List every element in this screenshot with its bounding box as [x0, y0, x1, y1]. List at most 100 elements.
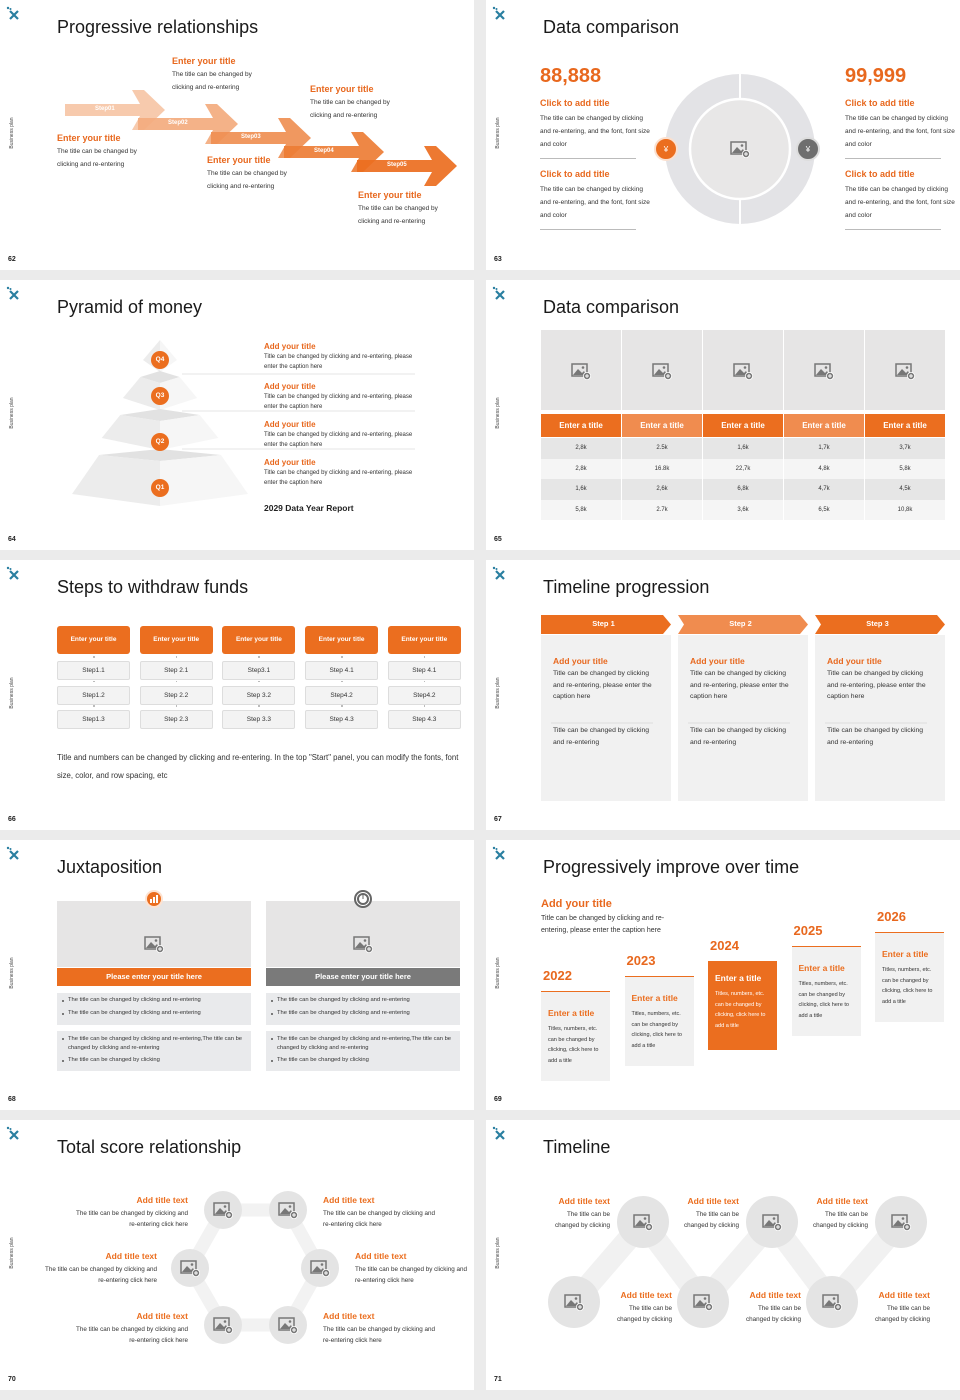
image-placeholder-icon[interactable] — [213, 1315, 233, 1335]
page-number: 70 — [8, 1376, 16, 1383]
column-title[interactable]: Enter your title — [222, 626, 296, 654]
step-card — [541, 635, 671, 801]
column-title[interactable]: Enter your title — [305, 626, 379, 654]
item-title: Click to add title — [845, 98, 915, 108]
image-placeholder-icon[interactable] — [353, 934, 373, 954]
year-card[interactable]: Enter a title Titles, numbers, etc. can b… — [624, 976, 694, 1066]
image-placeholder-icon[interactable] — [762, 1212, 782, 1232]
step-box[interactable]: Step 2.3 — [139, 710, 213, 730]
step-box[interactable]: Step1.1 — [57, 661, 130, 680]
table-header[interactable]: Enter a title — [865, 414, 945, 437]
item-title: Add title text — [816, 1196, 868, 1206]
connector-dot — [175, 656, 178, 658]
step-box[interactable]: Step 4.1 — [387, 661, 461, 680]
table-header[interactable]: Enter a title — [541, 414, 621, 437]
table-cell: 22,7k — [703, 458, 783, 479]
year-card[interactable]: Enter a title Titles, numbers, etc. can b… — [875, 932, 944, 1022]
year-card[interactable]: Enter a title Titles, numbers, etc. can b… — [708, 961, 777, 1050]
image-placeholder-icon[interactable] — [814, 361, 834, 381]
step-box[interactable]: Step 4.3 — [305, 710, 379, 730]
graphic — [541, 615, 945, 801]
step-box[interactable]: Step 2.1 — [139, 661, 213, 680]
item-text: The title can be changed by clicking and… — [323, 1210, 436, 1228]
step-banner[interactable] — [678, 615, 808, 634]
column-title[interactable]: Enter your title — [139, 626, 213, 654]
bullet-box: The title can be changed by clicking and… — [57, 993, 251, 1025]
image-placeholder-icon[interactable] — [310, 1258, 330, 1278]
step-arrow-label: Step04 — [314, 148, 334, 154]
image-placeholder-icon[interactable] — [633, 1212, 653, 1232]
year-label: 2025 — [793, 923, 823, 938]
table-header[interactable]: Enter a title — [622, 414, 702, 437]
connector-ring — [183, 1203, 327, 1332]
slide-70[interactable]: Business plan Total score relationship 70 A… — [0, 1120, 474, 1390]
step-box[interactable]: Step1.3 — [57, 710, 130, 730]
item-text: Title can be changed by clicking and re-… — [264, 432, 413, 448]
step-box[interactable]: Step4.2 — [305, 685, 379, 705]
item-title: Add title text — [878, 1290, 930, 1300]
card-note: Title can be changed by clicking and re-… — [553, 727, 650, 746]
bullet-dot — [271, 1012, 273, 1015]
column-title[interactable]: Enter your title — [387, 626, 461, 654]
side-label: Business plan — [495, 397, 501, 429]
image-placeholder-icon[interactable] — [180, 1258, 200, 1278]
slide-62[interactable]: Business plan Progressive relationships 62… — [0, 0, 474, 270]
image-placeholder-icon[interactable] — [730, 139, 750, 159]
table-row: 2,8k 2.5k 1,6k 1,7k 3,7k — [541, 438, 946, 459]
year-card[interactable]: Enter a title Titles, numbers, etc. can b… — [791, 946, 861, 1036]
item-text: The title can be changed by clicking — [813, 1211, 868, 1229]
slide-67[interactable]: Business plan Timeline progression 67 Step … — [486, 560, 960, 830]
slide-69[interactable]: Business plan Progressively improve over … — [486, 840, 960, 1110]
step-box[interactable]: Step 4.3 — [387, 710, 461, 730]
table-cell: 6,8k — [703, 479, 783, 500]
column-title[interactable]: Enter your title — [57, 626, 130, 654]
year-label: 2023 — [626, 953, 656, 968]
image-placeholder-icon[interactable] — [733, 361, 753, 381]
image-placeholder-icon[interactable] — [822, 1292, 842, 1312]
panel-title: Please enter your title here — [266, 968, 460, 986]
step-box[interactable]: Step 4.1 — [305, 661, 379, 680]
bullet-box: The title can be changed by clicking and… — [266, 993, 460, 1025]
image-placeholder-icon[interactable] — [564, 1292, 584, 1312]
node-circle — [269, 1191, 307, 1229]
table-cell: 3,7k — [865, 438, 945, 459]
slide-63[interactable]: Business plan Data comparison 63 ¥ ¥88,888… — [486, 0, 960, 270]
graphic — [171, 1191, 339, 1344]
slide-71[interactable]: Business plan Timeline 71 Add title text The… — [486, 1120, 960, 1390]
step-box[interactable]: Step4.2 — [387, 685, 461, 705]
step-box[interactable]: Step1.2 — [57, 685, 130, 705]
bullet-dot — [62, 1012, 64, 1015]
image-placeholder-icon[interactable] — [891, 1212, 911, 1232]
slide-65[interactable]: Business plan Data comparison 65 Enter a ti… — [486, 280, 960, 550]
table-cell: 2,6k — [622, 479, 702, 500]
connector-dot — [258, 656, 260, 658]
step-box[interactable]: Step3.1 — [222, 661, 296, 680]
image-placeholder — [541, 330, 621, 410]
step-banner[interactable] — [815, 615, 945, 634]
image-placeholder-icon[interactable] — [278, 1315, 298, 1335]
slide-64[interactable]: Business plan Pyramid of money 64 Q4 Q3 Q2 Q1 A… — [0, 280, 474, 550]
year-card[interactable]: Enter a title Titles, numbers, etc. can b… — [541, 991, 610, 1081]
image-placeholder-icon[interactable] — [652, 361, 672, 381]
step-box[interactable]: Step 2.2 — [139, 685, 213, 705]
connector-dot — [93, 656, 95, 658]
image-placeholder-icon[interactable] — [693, 1292, 713, 1312]
item-title: Add title text — [687, 1196, 739, 1206]
money-bag-icon — [796, 137, 820, 161]
slide-68[interactable]: Business plan Juxtaposition 68 Please enter… — [0, 840, 474, 1110]
block-text: The title can be changed by clicking and… — [172, 71, 252, 91]
table-header[interactable]: Enter a title — [784, 414, 864, 437]
step-banner[interactable] — [541, 615, 671, 634]
step-box[interactable]: Step 3.2 — [222, 685, 296, 705]
connector-dot — [258, 705, 260, 707]
image-placeholder-icon[interactable] — [144, 934, 164, 954]
connector-dot — [423, 680, 426, 683]
slide-66[interactable]: Business plan Steps to withdraw funds 66 En… — [0, 560, 474, 830]
step-box[interactable]: Step 3.3 — [222, 710, 296, 730]
image-placeholder-icon[interactable] — [895, 361, 915, 381]
image-placeholder-icon[interactable] — [571, 361, 591, 381]
image-placeholder-icon[interactable] — [278, 1200, 298, 1220]
image-placeholder-icon[interactable] — [213, 1200, 233, 1220]
table-header[interactable]: Enter a title — [703, 414, 783, 437]
page-number: 69 — [494, 1096, 502, 1103]
